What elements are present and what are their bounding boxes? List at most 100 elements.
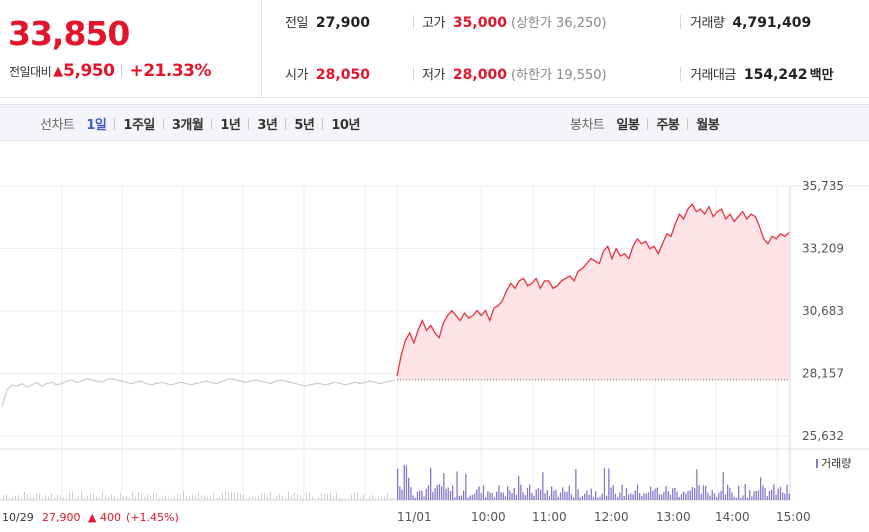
volume-bar <box>318 497 319 500</box>
volume-bar <box>153 492 154 500</box>
volume-bar <box>628 494 630 500</box>
volume-bar <box>210 497 211 500</box>
volume-bar <box>755 491 757 500</box>
volume-bar <box>397 468 399 500</box>
volume-bar <box>165 495 166 500</box>
volume-bar <box>87 495 88 500</box>
volume-bar <box>412 495 414 500</box>
period-10y[interactable]: 10년 <box>331 118 360 133</box>
period-5y[interactable]: 5년 <box>294 118 315 133</box>
volume-bar <box>678 497 680 500</box>
volume-bar <box>147 494 148 500</box>
volume-bar <box>387 492 388 500</box>
period-1w[interactable]: 1주일 <box>123 118 155 133</box>
period-3m[interactable]: 3개월 <box>171 118 204 133</box>
lower-limit: (하한가 19,550) <box>510 68 607 83</box>
volume-bar <box>724 494 727 500</box>
volume-bar <box>54 497 55 500</box>
x-tick-label: 11:00 <box>532 510 567 524</box>
volume-bar <box>746 497 749 500</box>
period-1y[interactable]: 1년 <box>220 118 241 133</box>
divider <box>211 117 213 130</box>
volume-bar <box>339 497 340 500</box>
candle-daily[interactable]: 일봉 <box>616 118 640 133</box>
volume-bar <box>482 485 485 500</box>
x-tick-label: 13:00 <box>656 510 691 524</box>
volume-bar <box>42 498 43 500</box>
volume-bar <box>553 490 555 500</box>
candle-weekly[interactable]: 주봉 <box>656 118 680 133</box>
stat-label: 저가 <box>422 68 445 83</box>
volume-bar <box>354 492 355 500</box>
volume-bar <box>720 490 722 500</box>
volume-bar <box>366 498 367 500</box>
volume-bar <box>773 484 775 500</box>
volume-bar <box>788 493 790 500</box>
divider <box>322 117 324 130</box>
volume-bar <box>535 489 537 500</box>
volume-bar <box>595 491 597 500</box>
volume-bar <box>619 492 621 500</box>
volume-bar <box>216 497 217 500</box>
volume-bar <box>632 494 634 500</box>
volume-bar <box>449 490 452 500</box>
volume-bar <box>399 486 401 500</box>
volume-bar <box>162 497 163 500</box>
volume-bar <box>372 495 373 500</box>
volume-bar <box>72 491 73 500</box>
divider <box>114 117 116 130</box>
volume-bar <box>381 497 382 500</box>
volume-bar <box>478 486 480 500</box>
volume-bar <box>9 498 10 500</box>
volume-bar <box>168 498 169 500</box>
change-row: 전일대비 ▲ 5,950 +21.33% <box>9 61 212 81</box>
period-3y[interactable]: 3년 <box>257 118 278 133</box>
volume-bar <box>123 496 124 500</box>
volume-bar <box>786 484 788 500</box>
y-tick-label: 28,157 <box>802 367 844 381</box>
footer-change: 400 <box>100 511 121 524</box>
volume-bar <box>93 493 94 500</box>
volume-bar <box>105 495 106 500</box>
volume-bar <box>186 496 187 500</box>
volume-bar <box>408 477 410 500</box>
volume-bar <box>702 485 705 500</box>
volume-bar <box>141 495 142 500</box>
volume-bar <box>114 496 115 500</box>
volume-bar <box>551 486 553 500</box>
stat-volume: 거래량 4,791,409 <box>690 12 811 31</box>
volume-bar <box>696 469 698 500</box>
volume-bar <box>150 495 151 500</box>
volume-bar <box>471 494 474 500</box>
volume-bar <box>738 485 740 500</box>
volume-bar <box>410 487 412 500</box>
divider <box>680 15 681 29</box>
volume-bar <box>762 485 764 500</box>
volume-bar <box>586 490 588 500</box>
volume-bar <box>264 493 265 500</box>
volume-bar <box>144 497 145 500</box>
volume-legend: 거래량 <box>821 457 851 470</box>
volume-bar <box>533 495 535 500</box>
stat-value: 28,050 <box>315 67 370 83</box>
volume-bar <box>507 486 509 500</box>
candle-monthly[interactable]: 월봉 <box>696 118 720 133</box>
volume-bar <box>414 497 416 500</box>
volume-bar <box>588 494 590 500</box>
volume-bar <box>735 497 738 500</box>
volume-bar <box>201 495 202 500</box>
volume-bar <box>436 485 438 500</box>
volume-bar <box>452 485 454 500</box>
volume-bar <box>425 488 427 500</box>
y-tick-label: 25,632 <box>802 429 844 443</box>
volume-bar <box>661 494 663 500</box>
volume-bar <box>330 492 331 500</box>
volume-bar <box>487 491 489 500</box>
volume-bar <box>537 488 540 500</box>
volume-bar <box>460 495 463 500</box>
period-1d[interactable]: 1일 <box>86 118 107 133</box>
volume-bar <box>771 489 773 500</box>
volume-bar <box>779 486 782 500</box>
volume-bar <box>592 496 595 500</box>
